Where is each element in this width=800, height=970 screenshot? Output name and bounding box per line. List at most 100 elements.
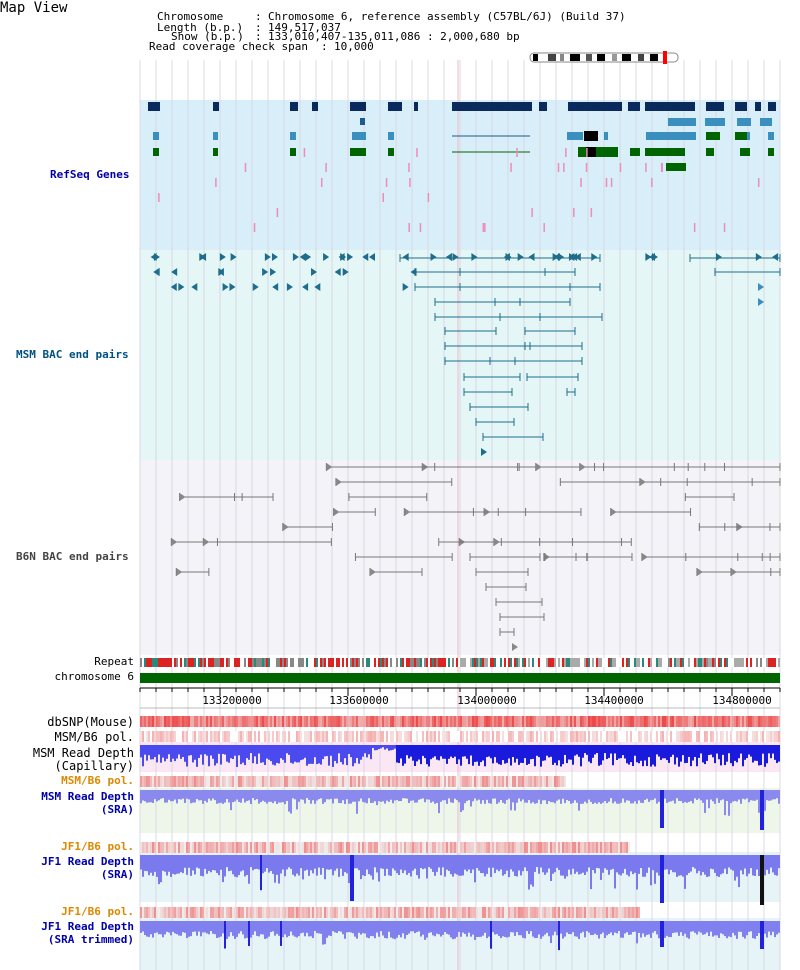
b6n-bac-end-pairs-label[interactable]: B6N BAC end pairs	[16, 550, 129, 563]
msm-sra-read-depth	[594, 790, 596, 803]
repeat-element	[720, 658, 722, 667]
jf1-sra-read-depth	[756, 855, 758, 870]
b6n-bac-end	[333, 508, 340, 516]
msm-b6-polymorphism	[544, 731, 546, 742]
dbsnp-density	[192, 716, 194, 727]
msm-b6-polymorphism	[322, 731, 324, 742]
dbsnp-density	[564, 716, 566, 727]
jf1-trimmed-read-depth	[318, 921, 320, 934]
msm-sra-read-depth	[350, 790, 352, 804]
dbsnp-density	[414, 716, 416, 727]
repeat-element	[444, 658, 446, 667]
msm-b6-polymorphism	[292, 776, 294, 787]
jf1-b6-polymorphism	[466, 907, 468, 918]
jf1-trimmed-read-depth	[696, 921, 698, 935]
jf1-b6-polymorphism	[378, 907, 380, 918]
msm-b6-polymorphism	[154, 731, 156, 742]
jf1-sra-read-depth	[634, 855, 636, 873]
dbsnp-density	[652, 716, 654, 727]
msm-sra-read-depth	[550, 790, 552, 803]
refseq-genes-label[interactable]: RefSeq Genes	[50, 168, 130, 181]
length-value: 149,517,037	[268, 21, 341, 34]
jf1-trimmed-read-depth	[358, 921, 360, 933]
repeat-element	[476, 658, 478, 667]
jf1-sra-read-depth	[320, 855, 322, 875]
msm-b6-polymorphism	[174, 731, 176, 742]
refseq-minor-mark	[158, 193, 160, 202]
jf1-b6-polymorphism	[474, 907, 476, 918]
dbsnp-density	[614, 716, 616, 727]
msm-b6-polymorphism	[528, 731, 530, 742]
msm-b6-polymorphism	[208, 731, 210, 742]
jf1-b6-polymorphism	[350, 842, 352, 853]
msm-b6-polymorphism	[400, 776, 402, 787]
msm-capillary-read-depth	[732, 745, 734, 767]
msm-sra-read-depth	[620, 790, 622, 803]
refseq-minor-mark	[590, 208, 593, 217]
jf1-b6-polymorphism	[194, 842, 196, 853]
jf1-sra-read-depth	[692, 855, 694, 868]
dbsnp-density	[590, 716, 592, 727]
jf1-b6-polymorphism	[550, 842, 552, 853]
msm-b6-polymorphism	[214, 776, 216, 787]
dbsnp-density	[492, 716, 494, 727]
repeat-element	[644, 658, 646, 667]
jf1-sra-read-depth	[668, 855, 670, 875]
jf1-sra-read-depth	[438, 855, 440, 868]
msm-bac-end-pairs-label[interactable]: MSM BAC end pairs	[16, 348, 129, 361]
jf1-sra-read-depth	[328, 855, 330, 870]
jf1-b6-polymorphism	[290, 907, 292, 918]
jf1-trimmed-read-depth	[498, 921, 500, 936]
msm-capillary-read-depth	[160, 745, 162, 763]
msm-capillary-read-depth	[236, 745, 238, 767]
jf1-b6-polymorphism	[572, 842, 574, 853]
repeat-element	[776, 658, 778, 667]
jf1-trimmed-read-depth	[338, 921, 340, 932]
jf1-sra-read-depth	[446, 855, 448, 870]
msm-b6-polymorphism	[464, 776, 466, 787]
dbsnp-density	[154, 716, 156, 727]
msm-sra-read-depth	[352, 790, 354, 802]
msm-capillary-read-depth	[558, 745, 560, 761]
dbsnp-density	[280, 716, 282, 727]
jf1-b6-polymorphism	[630, 907, 632, 918]
msm-capillary-read-depth	[588, 745, 590, 762]
repeat-element	[410, 658, 412, 667]
jf1-trimmed-read-depth	[368, 921, 370, 939]
msm-sra-read-depth	[726, 790, 728, 802]
jf1-trimmed-read-depth	[720, 921, 722, 934]
msm-capillary-read-depth	[400, 745, 402, 759]
repeat-label: Repeat	[94, 655, 134, 668]
jf1-sra-read-depth	[382, 855, 384, 869]
jf1-trimmed-read-depth	[504, 921, 506, 937]
msm-sra-read-depth	[290, 790, 292, 814]
jf1-b6-polymorphism	[496, 842, 498, 853]
msm-b6-polymorphism	[362, 776, 364, 787]
jf1-sra-read-depth	[610, 855, 612, 870]
msm-sra-read-depth	[504, 790, 506, 804]
jf1-trimmed-read-depth	[232, 921, 234, 936]
jf1-trimmed-read-depth	[324, 921, 326, 945]
msm-b6-polymorphism	[376, 776, 378, 787]
repeat-element	[216, 658, 218, 667]
jf1-b6-polymorphism	[406, 907, 408, 918]
dbsnp-density	[544, 716, 546, 727]
msm-sra-read-depth	[324, 790, 326, 803]
msm-capillary-read-depth	[412, 745, 414, 761]
msm-sra-read-depth	[490, 790, 492, 804]
msm-sra-read-depth	[424, 790, 426, 803]
jf1-trimmed-read-depth	[726, 921, 728, 939]
repeat-element	[500, 658, 502, 667]
msm-b6-polymorphism	[152, 776, 154, 787]
jf1-trimmed-read-depth	[500, 921, 502, 939]
jf1-b6-polymorphism	[240, 907, 242, 918]
jf1-sra-read-depth	[388, 855, 390, 876]
repeat-element	[302, 658, 304, 667]
jf1-b6-polymorphism	[402, 907, 404, 918]
msm-capillary-read-depth	[536, 745, 538, 756]
jf1-sra-read-depth	[724, 855, 726, 869]
jf1-b6-polymorphism	[580, 842, 582, 853]
jf1-sra-read-depth	[152, 855, 154, 876]
msm-b6-polymorphism	[224, 776, 226, 787]
